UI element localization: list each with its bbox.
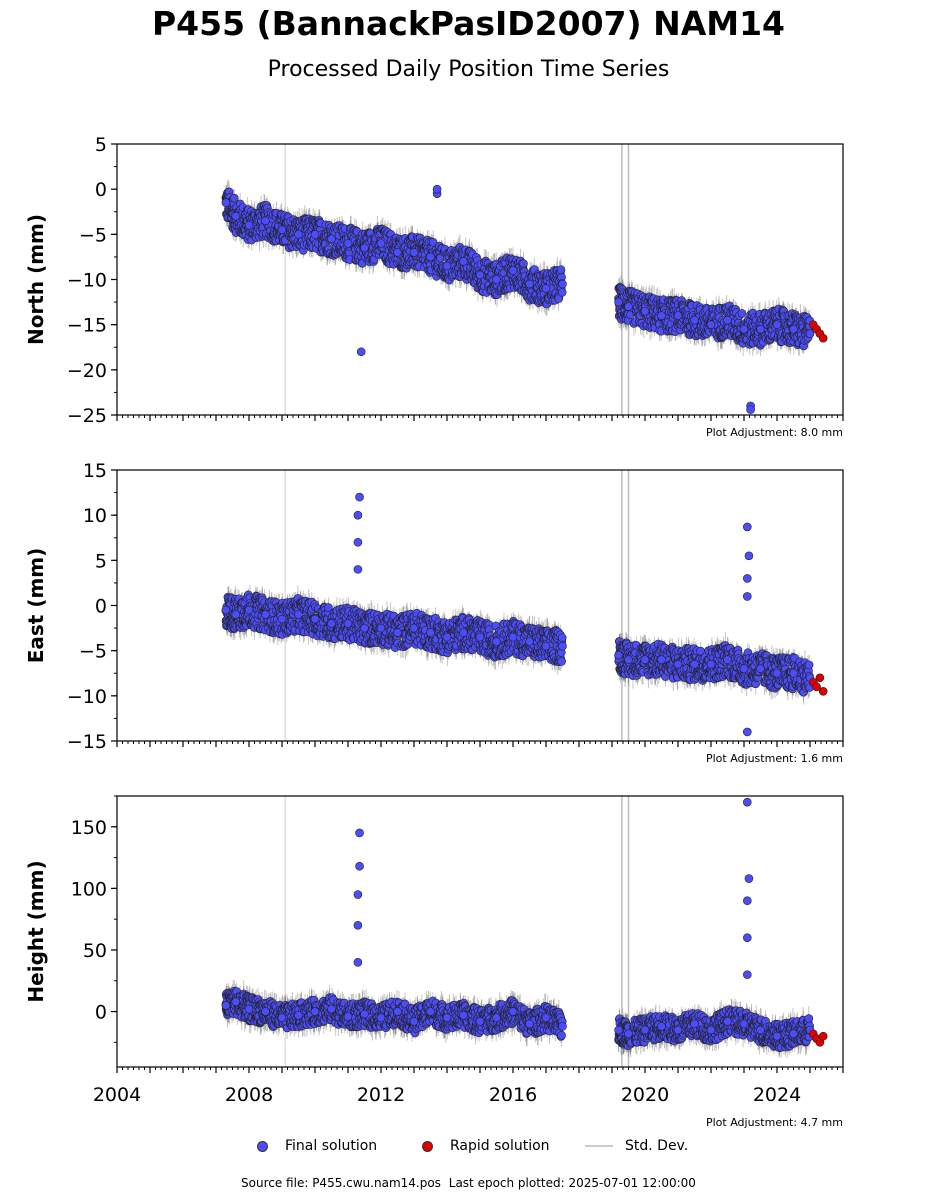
plot-area	[221, 144, 828, 415]
final-solution-point	[343, 239, 353, 248]
final-solution-point	[475, 270, 485, 280]
final-solution-point	[556, 265, 566, 275]
panel-0: 5 0 −5 −10 −15 −20 −25 North (mm) Plot Adjustmen…	[24, 134, 844, 439]
plot-area	[221, 470, 828, 741]
rapid-solution-point	[818, 333, 828, 343]
final-solution-point	[492, 275, 501, 284]
final-solution-point	[324, 603, 333, 612]
final-solution-point	[428, 238, 438, 247]
chart-title: P455 (BannackPasID2007) NAM14	[151, 4, 786, 43]
final-solution-point	[541, 284, 551, 293]
final-solution-point	[673, 311, 683, 320]
final-solution-point	[805, 329, 815, 339]
final-solution-point	[442, 261, 452, 271]
final-solution-point	[772, 320, 782, 329]
final-solution-point	[706, 320, 716, 329]
final-solution-point	[508, 266, 518, 275]
final-solution-point	[789, 324, 798, 334]
plot-adjustment: Plot Adjustment: 8.0 mm	[706, 426, 843, 439]
final-solution-point	[277, 225, 287, 235]
final-solution-point	[327, 234, 336, 244]
y-tick-label: 5	[95, 134, 107, 156]
y-tick-label: −20	[67, 360, 107, 382]
final-solution-point	[525, 279, 534, 289]
y-tick-label: 0	[95, 179, 107, 201]
final-solution-point	[230, 193, 239, 203]
final-solution-point	[360, 243, 369, 253]
chart-subtitle: Processed Daily Position Time Series	[267, 57, 670, 82]
final-solution-point	[737, 309, 747, 318]
final-solution-point	[640, 306, 650, 316]
final-solution-point	[558, 279, 567, 289]
final-solution-point	[244, 221, 254, 230]
outlier-point	[356, 347, 366, 357]
final-solution-point	[426, 252, 435, 262]
y-axis-label: North (mm)	[24, 214, 48, 345]
final-solution-point	[459, 257, 468, 266]
final-solution-point	[557, 288, 567, 297]
final-solution-point	[690, 315, 699, 325]
final-solution-point	[393, 248, 402, 257]
final-solution-point	[756, 324, 765, 334]
outlier-point	[746, 405, 755, 414]
final-solution-point	[231, 211, 241, 221]
y-tick-label: −10	[67, 270, 107, 292]
y-tick-label: −25	[67, 405, 107, 427]
final-solution-point	[376, 239, 386, 248]
final-solution-point	[310, 230, 320, 239]
final-solution-point	[723, 315, 732, 325]
final-solution-point	[657, 311, 666, 320]
final-solution-point	[261, 216, 270, 226]
final-solution-point	[624, 302, 633, 311]
y-tick-label: −5	[79, 224, 107, 246]
final-solution-point	[409, 248, 419, 257]
final-solution-point	[739, 324, 749, 334]
final-solution-point	[294, 230, 303, 239]
final-solution-point	[221, 198, 231, 208]
outlier-point	[432, 184, 442, 194]
y-tick-label: −15	[67, 315, 107, 337]
final-solution-point	[614, 297, 623, 307]
